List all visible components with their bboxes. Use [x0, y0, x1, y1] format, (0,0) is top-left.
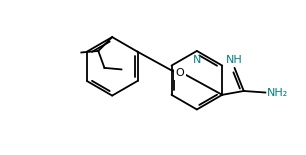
Text: O: O	[175, 68, 184, 78]
Text: NH₂: NH₂	[267, 88, 288, 97]
Text: NH: NH	[226, 55, 243, 65]
Text: N: N	[193, 55, 201, 65]
